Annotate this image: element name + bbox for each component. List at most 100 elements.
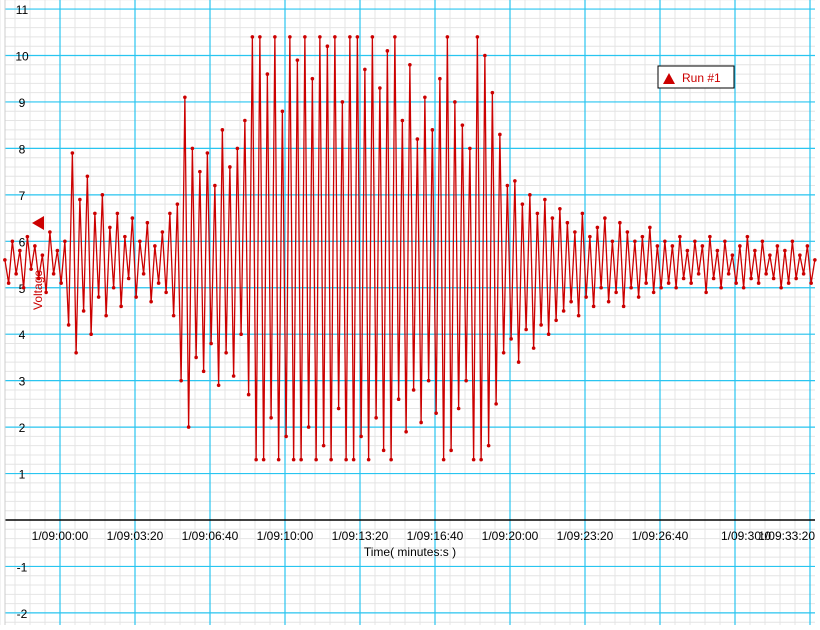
data-point xyxy=(636,295,641,299)
data-point xyxy=(239,332,243,337)
y-tick-label: 11 xyxy=(16,3,29,17)
y-tick-label: 3 xyxy=(19,375,26,389)
data-point xyxy=(194,355,198,360)
data-point xyxy=(764,272,768,276)
y-tick-label: 4 xyxy=(19,328,26,342)
data-point xyxy=(505,183,510,188)
data-point xyxy=(344,457,348,462)
data-point xyxy=(295,58,300,62)
data-point xyxy=(681,276,686,281)
data-point xyxy=(610,239,615,244)
data-point xyxy=(584,295,588,299)
x-tick-label: 1/09:23:20 xyxy=(557,529,614,543)
data-point xyxy=(340,100,345,104)
data-point xyxy=(100,193,105,197)
data-point xyxy=(299,457,303,462)
data-point xyxy=(318,35,322,39)
data-point xyxy=(273,35,277,39)
data-point xyxy=(678,234,682,239)
data-point xyxy=(265,72,270,76)
data-point xyxy=(640,234,645,239)
data-point xyxy=(760,239,765,244)
data-point xyxy=(6,281,11,285)
data-point xyxy=(438,76,442,81)
data-point xyxy=(408,62,412,67)
data-point xyxy=(164,290,168,295)
data-point xyxy=(149,299,153,304)
data-point xyxy=(756,281,761,285)
data-point xyxy=(201,369,206,374)
data-point xyxy=(404,429,408,434)
data-point xyxy=(108,225,112,230)
data-point xyxy=(40,253,45,258)
y-tick-label: 10 xyxy=(15,50,29,64)
data-point xyxy=(325,44,330,49)
data-point xyxy=(18,248,22,253)
x-tick-label: 1/09:03:20 xyxy=(107,529,164,543)
data-point xyxy=(771,276,776,281)
data-point xyxy=(426,378,431,383)
data-point xyxy=(179,378,183,383)
data-point xyxy=(378,86,382,90)
series-line xyxy=(4,36,816,460)
data-point xyxy=(726,272,731,276)
data-point xyxy=(674,285,678,290)
data-point xyxy=(321,443,326,448)
data-point xyxy=(535,211,540,216)
data-point xyxy=(663,239,667,244)
data-point xyxy=(119,304,123,309)
data-point xyxy=(205,151,210,155)
data-point xyxy=(198,169,202,174)
x-axis-label: Time( minutes:s ) xyxy=(364,545,456,559)
data-point xyxy=(498,132,502,137)
data-point xyxy=(588,234,592,239)
data-point xyxy=(501,350,506,355)
data-point xyxy=(738,244,742,248)
data-point xyxy=(400,118,405,123)
data-point xyxy=(366,457,371,462)
data-point xyxy=(573,230,577,234)
data-point xyxy=(629,285,633,290)
data-point xyxy=(329,457,333,462)
y-cursor-marker-icon[interactable] xyxy=(32,216,44,230)
legend[interactable]: Run #1 xyxy=(657,65,735,89)
data-point xyxy=(693,239,697,244)
data-point xyxy=(220,128,225,132)
data-point xyxy=(261,457,266,462)
data-point xyxy=(745,234,750,239)
data-point xyxy=(126,276,131,281)
data-point xyxy=(111,285,116,290)
data-point xyxy=(153,244,157,248)
data-point xyxy=(78,197,82,202)
data-point xyxy=(250,35,255,39)
data-point xyxy=(734,281,738,285)
data-point xyxy=(423,95,427,100)
data-point xyxy=(10,239,15,244)
data-point xyxy=(44,290,48,295)
data-point xyxy=(213,183,217,188)
data-point xyxy=(550,216,555,220)
data-point xyxy=(243,118,247,123)
data-point xyxy=(494,402,498,406)
data-point xyxy=(175,202,180,206)
data-point xyxy=(659,285,663,290)
data-point xyxy=(539,323,543,327)
data-point xyxy=(381,448,386,453)
data-point xyxy=(561,309,566,313)
data-point xyxy=(558,206,562,211)
data-point xyxy=(141,272,146,276)
y-tick-label: 9 xyxy=(19,96,26,110)
series-run-1 xyxy=(3,35,817,462)
data-point xyxy=(543,197,547,202)
data-point xyxy=(685,248,690,253)
data-point xyxy=(434,411,438,415)
data-point xyxy=(475,35,480,39)
data-point xyxy=(303,35,307,39)
x-tick-labels: 1/09:00:00 1/09:03:20 1/09:06:40 1/09:10:00… xyxy=(32,529,816,543)
data-point xyxy=(145,220,150,225)
data-point xyxy=(666,281,671,285)
data-point xyxy=(190,146,195,151)
data-point xyxy=(520,202,525,206)
